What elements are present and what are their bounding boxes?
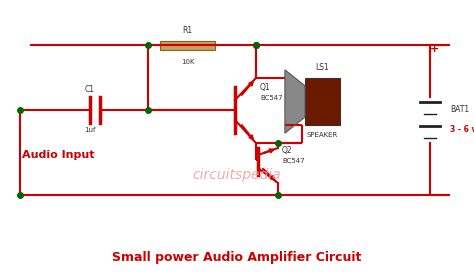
Bar xyxy=(305,78,340,125)
Text: 3 - 6 v: 3 - 6 v xyxy=(450,125,474,134)
Text: Q2: Q2 xyxy=(282,146,292,155)
Text: circuitspedia: circuitspedia xyxy=(193,168,281,182)
Text: Q1: Q1 xyxy=(260,83,271,92)
Text: BAT1: BAT1 xyxy=(450,106,469,115)
Text: BC547: BC547 xyxy=(282,158,305,164)
Polygon shape xyxy=(285,70,305,133)
Text: Small power Audio Amplifier Circuit: Small power Audio Amplifier Circuit xyxy=(112,251,362,265)
Text: C1: C1 xyxy=(85,85,95,94)
Text: BC547: BC547 xyxy=(260,95,283,101)
Text: Audio Input: Audio Input xyxy=(22,150,94,160)
Text: R1: R1 xyxy=(182,26,192,35)
Bar xyxy=(160,41,215,50)
Text: LS1: LS1 xyxy=(316,63,329,72)
Text: 10K: 10K xyxy=(181,59,194,65)
Text: 1uf: 1uf xyxy=(84,127,96,133)
Text: +: + xyxy=(430,44,439,54)
Text: SPEAKER: SPEAKER xyxy=(307,132,338,138)
